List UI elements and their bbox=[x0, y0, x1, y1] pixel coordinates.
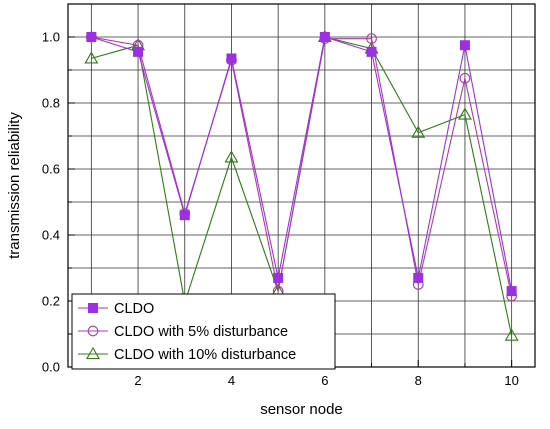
data-point bbox=[133, 46, 144, 57]
x-tick-label: 10 bbox=[504, 373, 518, 388]
axis-ticks: 2 4 6 8 10 0.0 0.2 0.4 0.6 0.8 1.0 bbox=[42, 3, 519, 388]
y-axis-label: transmission reliability bbox=[6, 112, 23, 259]
y-tick-label: 0.4 bbox=[42, 228, 60, 243]
x-tick-label: 2 bbox=[134, 373, 141, 388]
x-axis-label: sensor node bbox=[260, 401, 343, 418]
data-point bbox=[459, 72, 471, 84]
series-cldo-with-5-disturbance bbox=[85, 31, 518, 302]
x-tick-label: 6 bbox=[321, 373, 328, 388]
data-point bbox=[179, 210, 190, 221]
data-point bbox=[86, 32, 97, 42]
data-point bbox=[458, 107, 472, 120]
legend-label: CLDO with 5% disturbance bbox=[114, 324, 288, 340]
data-point bbox=[366, 33, 377, 45]
data-point bbox=[224, 150, 239, 163]
legend-marker bbox=[86, 346, 100, 360]
legend-item: CLDO bbox=[78, 301, 154, 317]
data-point bbox=[273, 272, 284, 283]
legend-item: CLDO with 10% disturbance bbox=[78, 346, 296, 363]
data-point bbox=[459, 40, 470, 51]
data-point bbox=[413, 272, 424, 283]
series-group bbox=[84, 29, 519, 341]
legend-marker bbox=[87, 325, 99, 337]
legend-label: CLDO bbox=[114, 301, 154, 317]
data-point bbox=[504, 328, 519, 341]
data-point bbox=[506, 286, 517, 297]
series-cldo bbox=[86, 32, 517, 297]
x-tick-label: 8 bbox=[415, 373, 422, 388]
legend-box bbox=[71, 293, 336, 370]
y-tick-label: 0.6 bbox=[42, 162, 60, 177]
y-tick-label: 0.2 bbox=[42, 294, 60, 309]
series-line bbox=[91, 36, 513, 292]
legend-item: CLDO with 5% disturbance bbox=[78, 324, 288, 340]
data-point bbox=[411, 125, 426, 138]
legend-label: CLDO with 10% disturbance bbox=[114, 347, 296, 363]
series-line bbox=[91, 36, 513, 297]
series-line bbox=[91, 36, 513, 336]
legend-marker bbox=[88, 303, 98, 313]
legend: CLDO CLDO with 5% disturbance CLDO with 10… bbox=[71, 293, 336, 370]
data-point bbox=[226, 53, 237, 64]
data-point bbox=[319, 32, 330, 42]
data-point bbox=[366, 46, 377, 57]
y-tick-label: 0.0 bbox=[42, 360, 60, 375]
x-tick-label: 4 bbox=[228, 373, 235, 388]
y-tick-label: 1.0 bbox=[42, 30, 60, 45]
data-point bbox=[84, 51, 99, 64]
y-tick-label: 0.8 bbox=[42, 96, 60, 111]
